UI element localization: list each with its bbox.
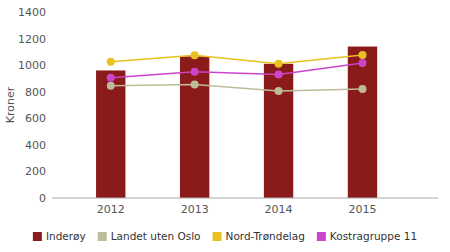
line [111,55,363,64]
legend-item: Nord-Trøndelag [213,230,305,242]
y-tick-label: 800 [25,86,46,99]
y-tick-label: 200 [25,165,46,178]
marker [275,70,283,78]
legend-swatch [317,232,326,241]
y-tick-label: 400 [25,139,46,152]
bar [180,56,209,198]
x-tick-label: 2013 [181,203,209,216]
marker [358,59,366,67]
marker [191,80,199,88]
marker [358,51,366,59]
plot-area [96,47,377,198]
marker [107,82,115,90]
marker [275,60,283,68]
bar [96,70,125,198]
marker [275,87,283,95]
marker [358,85,366,93]
x-tick-label: 2012 [97,203,125,216]
bar [348,47,377,198]
marker [191,51,199,59]
legend-label: Inderøy [46,230,86,242]
y-tick-label: 1000 [18,59,46,72]
marker [107,74,115,82]
legend-item: Landet uten Oslo [98,230,201,242]
axes: 0 200 400 600 800 1000 1200 1400 2012 2013 2014 201… [18,6,376,216]
legend-label: Nord-Trøndelag [226,230,305,242]
x-tick-label: 2015 [348,203,376,216]
y-tick-label: 1200 [18,33,46,46]
legend: Inderøy Landet uten Oslo Nord-Trøndelag Kos… [33,230,417,242]
marker [107,58,115,66]
legend-swatch [98,232,107,241]
legend-label: Landet uten Oslo [111,230,201,242]
bar [264,64,293,198]
x-axis-line [52,198,438,199]
y-tick-label: 600 [25,112,46,125]
legend-label: Kostragruppe 11 [330,230,417,242]
line [111,84,363,91]
y-tick-label: 0 [39,192,46,205]
legend-item: Inderøy [33,230,86,242]
legend-swatch [213,232,222,241]
legend-swatch [33,232,42,241]
y-axis-label: Kroner [4,86,17,123]
line [111,63,363,78]
marker [191,68,199,76]
x-tick-label: 2014 [265,203,293,216]
legend-item: Kostragruppe 11 [317,230,417,242]
chart: 0 200 400 600 800 1000 1200 1400 2012 2013 2014 201… [0,0,450,252]
y-tick-label: 1400 [18,6,46,19]
